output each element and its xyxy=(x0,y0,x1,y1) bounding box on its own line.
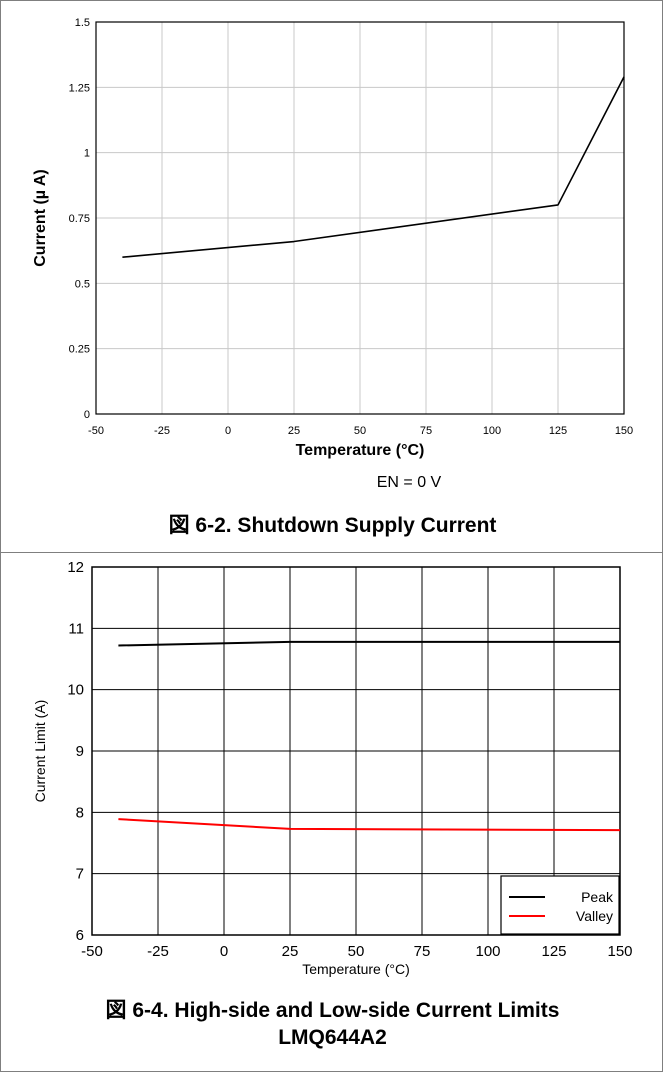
x-axis-label: Temperature (°C) xyxy=(296,442,425,459)
x-tick-label: 125 xyxy=(541,943,566,960)
y-tick-label: 7 xyxy=(76,866,84,883)
y-tick-label: 12 xyxy=(67,559,84,576)
y-tick-label: 0 xyxy=(84,409,90,421)
x-tick-label: -25 xyxy=(147,943,169,960)
y-tick-label: 11 xyxy=(68,620,84,637)
legend: Peak Valley xyxy=(500,875,620,935)
x-tick-label: 100 xyxy=(483,425,501,437)
chart-panel-current-limits: -50 -25 0 25 50 75 100 125 150 6 7 8 9 10 11 12 Temperat… xyxy=(0,552,663,1072)
legend-box xyxy=(500,875,620,935)
x-tick-label: 50 xyxy=(354,425,366,437)
y-tick-label: 0.75 xyxy=(69,213,90,225)
x-tick-label: 25 xyxy=(282,943,299,960)
x-tick-label: 125 xyxy=(549,425,567,437)
y-tick-label: 0.5 xyxy=(75,278,90,290)
legend-label-peak: Peak xyxy=(581,889,614,905)
y-tick-label: 10 xyxy=(67,682,84,699)
chart-caption: 図 6-2. Shutdown Supply Current xyxy=(168,514,497,537)
y-tick-label: 0.25 xyxy=(69,344,90,356)
x-tick-label: 0 xyxy=(225,425,231,437)
y-axis-label: Current Limit (A) xyxy=(32,700,48,803)
x-tick-label: 150 xyxy=(607,943,632,960)
chart-panel-shutdown-current: -50 -25 0 25 50 75 100 125 150 0 0.25 0.5 0.75 1 1.25 1… xyxy=(0,0,663,553)
plot-frame xyxy=(91,566,621,936)
x-tick-label: 50 xyxy=(348,943,365,960)
x-axis-label: Temperature (°C) xyxy=(302,961,410,977)
y-tick-label: 9 xyxy=(76,743,84,760)
chart-shutdown-current: -50 -25 0 25 50 75 100 125 150 0 0.25 0.5 0.75 1 1.25 1… xyxy=(32,17,633,491)
x-tick-label: 0 xyxy=(220,943,228,960)
chart-current-limits: -50 -25 0 25 50 75 100 125 150 6 7 8 9 10 11 12 Temperat… xyxy=(32,559,633,977)
x-tick-label: 25 xyxy=(288,425,300,437)
series-line-valley xyxy=(118,818,621,832)
chart-caption-line2: LMQ644A2 xyxy=(278,1026,387,1049)
x-tick-label: 75 xyxy=(420,425,432,437)
y-tick-label: 8 xyxy=(76,804,84,821)
series-line-1 xyxy=(122,76,625,258)
y-tick-label: 6 xyxy=(76,927,84,944)
legend-label-valley: Valley xyxy=(576,908,613,924)
chart-condition-note: EN = 0 V xyxy=(377,474,442,491)
chart-caption-line1: 図 6-4. High-side and Low-side Current Li… xyxy=(105,999,560,1022)
x-tick-label: 150 xyxy=(615,425,633,437)
y-axis-label: Current (µ A) xyxy=(32,169,49,267)
x-tick-label: 75 xyxy=(414,943,431,960)
x-tick-label: 100 xyxy=(475,943,500,960)
y-tick-label: 1 xyxy=(84,148,90,160)
x-tick-label: -50 xyxy=(88,425,104,437)
x-tick-label: -50 xyxy=(81,943,103,960)
x-tick-label: -25 xyxy=(154,425,170,437)
y-tick-label: 1.5 xyxy=(75,17,90,29)
series-line-peak xyxy=(118,640,620,647)
plot-frame xyxy=(95,21,625,415)
y-tick-label: 1.25 xyxy=(69,82,90,94)
